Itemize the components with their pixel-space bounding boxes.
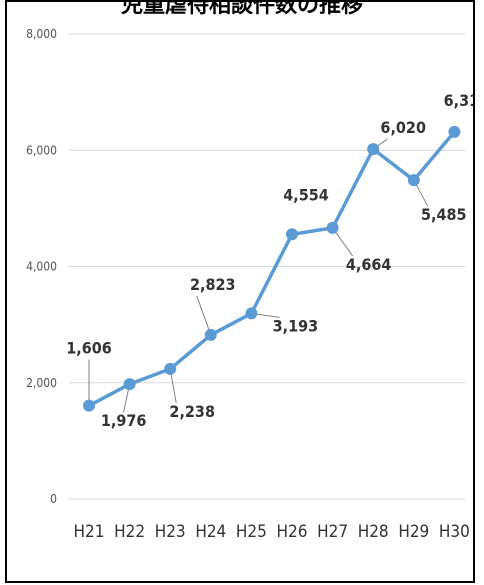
data-label: 2,823 <box>190 275 236 294</box>
data-point <box>204 328 217 341</box>
x-tick-label: H28 <box>358 522 389 542</box>
data-label: 4,664 <box>346 255 392 274</box>
y-tick-label: 6,000 <box>26 143 57 157</box>
data-label: 1,606 <box>66 339 112 358</box>
y-tick-label: 8,000 <box>26 27 57 41</box>
y-tick-label: 2,000 <box>26 376 57 390</box>
data-label: 5,485 <box>421 205 467 224</box>
x-tick-label: H22 <box>114 522 145 542</box>
data-point <box>326 221 339 234</box>
x-tick-label: H24 <box>195 522 226 542</box>
series-line <box>88 130 456 408</box>
data-point <box>245 307 258 320</box>
x-tick-label: H30 <box>439 522 470 542</box>
x-tick-label: H29 <box>398 522 429 542</box>
x-tick-label: H26 <box>277 522 308 542</box>
y-tick-label: 0 <box>50 492 57 506</box>
x-tick-label: H21 <box>74 522 105 542</box>
data-point <box>448 125 461 138</box>
line-chart: 児童虐待相談件数の推移 0 2,000 4,000 6,000 8,000 H21 H22 H… <box>26 2 475 542</box>
data-point <box>407 174 420 187</box>
data-label: 4,554 <box>283 185 329 204</box>
data-label: 3,193 <box>273 316 319 335</box>
data-label: 1,976 <box>101 411 147 430</box>
chart-frame: 児童虐待相談件数の推移 0 2,000 4,000 6,000 8,000 H21 H22 H… <box>5 0 475 583</box>
chart-title: 児童虐待相談件数の推移 <box>120 2 363 18</box>
data-point <box>164 362 177 375</box>
data-label: 6,316 <box>444 91 475 110</box>
x-tick-label: H27 <box>317 522 348 542</box>
y-tick-label: 4,000 <box>26 260 57 274</box>
data-point <box>83 399 95 412</box>
data-label-leader <box>196 295 212 336</box>
data-point <box>367 143 380 156</box>
data-point <box>123 378 136 391</box>
data-point <box>286 228 298 241</box>
data-label: 2,238 <box>169 402 215 421</box>
x-tick-label: H23 <box>155 522 186 542</box>
data-label: 6,020 <box>380 118 426 137</box>
x-tick-label: H25 <box>236 522 267 542</box>
